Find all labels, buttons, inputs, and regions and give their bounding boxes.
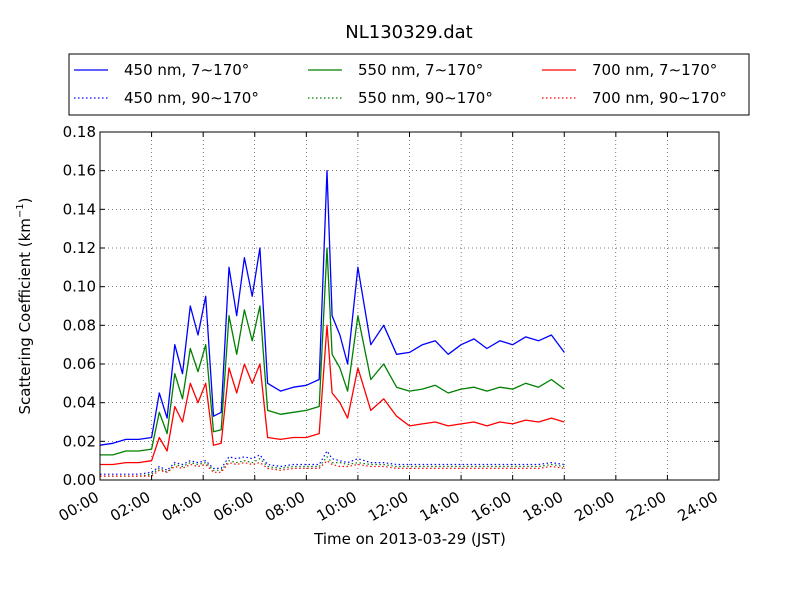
x-tick-label: 18:00 xyxy=(520,488,566,525)
y-tick-label: 0.00 xyxy=(63,471,96,489)
y-tick-label: 0.02 xyxy=(63,432,96,450)
x-tick-label: 22:00 xyxy=(623,488,669,525)
x-tick-label: 08:00 xyxy=(262,488,308,525)
x-tick-label: 20:00 xyxy=(571,488,617,525)
x-tick-label: 10:00 xyxy=(313,488,359,525)
y-tick-label: 0.16 xyxy=(63,162,96,180)
y-tick-label: 0.10 xyxy=(63,278,96,296)
y-axis-title: Scattering Coefficient (km−1) xyxy=(15,197,34,414)
y-axis: 0.00 0.02 0.04 0.06 0.08 0.10 0.12 0.14 0.16 0.18 xyxy=(63,123,719,489)
x-tick-label: 14:00 xyxy=(417,488,463,525)
series-line-2 xyxy=(100,247,565,456)
y-tick-label: 0.08 xyxy=(63,316,96,334)
legend-frame xyxy=(68,53,750,116)
x-tick-label: 06:00 xyxy=(210,488,256,525)
series-group xyxy=(99,170,565,477)
y-tick-label: 0.14 xyxy=(63,200,96,218)
y-tick-label: 0.12 xyxy=(63,239,96,257)
x-tick-label: 24:00 xyxy=(675,488,721,525)
legend-label: 550 nm, 90∼170° xyxy=(358,89,493,107)
legend-label: 700 nm, 7∼170° xyxy=(592,61,717,79)
x-axis-title: Time on 2013-03-29 (JST) xyxy=(313,530,506,548)
legend-label: 450 nm, 7∼170° xyxy=(124,61,249,79)
y-tick-label: 0.04 xyxy=(63,394,96,412)
x-tick-label: 04:00 xyxy=(159,488,205,525)
y-tick-label: 0.06 xyxy=(63,355,96,373)
x-tick-label: 00:00 xyxy=(56,488,102,525)
legend-label: 550 nm, 7∼170° xyxy=(358,61,483,79)
series-line-1 xyxy=(99,170,565,446)
series-line-3 xyxy=(100,324,565,466)
legend: 450 nm, 7∼170° 550 nm, 7∼170° 700 nm, 7∼17… xyxy=(68,53,750,116)
x-tick-label: 12:00 xyxy=(365,488,411,525)
y-tick-label: 0.18 xyxy=(63,123,96,141)
x-tick-label: 16:00 xyxy=(468,488,514,525)
legend-label: 700 nm, 90∼170° xyxy=(592,89,727,107)
x-tick-label: 02:00 xyxy=(107,488,153,525)
chart-title: NL130329.dat xyxy=(345,22,472,43)
legend-label: 450 nm, 90∼170° xyxy=(124,89,259,107)
